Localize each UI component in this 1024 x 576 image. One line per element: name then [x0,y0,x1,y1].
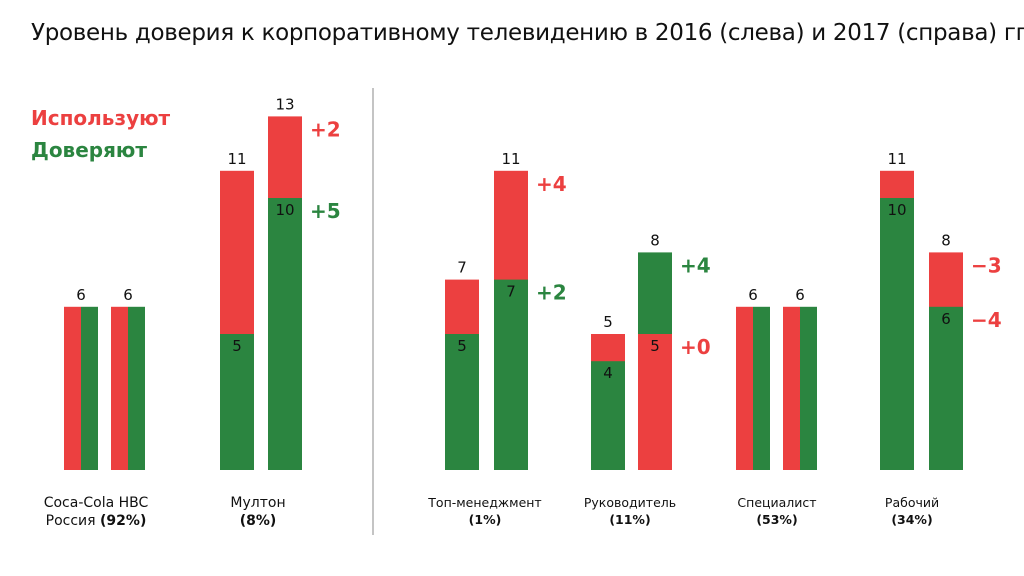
group3-2016-bottom-bar [591,361,625,470]
category-percent: (92%) [100,513,147,529]
category-name-line2: Россия [45,513,101,529]
group3-2016-inner-value: 4 [603,364,613,382]
group3-2016-top-value: 5 [603,313,613,331]
category-label: Специалист (53%) [697,494,857,528]
group2-trust-delta: +2 [536,281,567,305]
group1-2016-bottom-bar [220,334,254,470]
group2-2016-inner-value: 5 [457,337,467,355]
group2-2016-top-value: 7 [457,259,467,277]
category-percent: (53%) [756,512,798,527]
group4-2016-trust-bar [753,306,770,470]
category-share: (1%) [405,511,565,528]
group5-trust-delta: −4 [971,308,1002,332]
group1-2017-inner-value: 10 [275,201,294,219]
category-share: (34%) [832,511,992,528]
group1-2017-bottom-bar [268,198,302,470]
category-share: Россия (92%) [16,512,176,530]
category-label: Мултон (8%) [178,494,338,530]
group5-2017-inner-value: 6 [941,310,951,328]
group3-use-delta: +0 [680,335,711,359]
group3-2017-bottom-bar [638,334,672,470]
group2-2017-inner-value: 7 [506,283,516,301]
group4-2017-trust-bar [800,306,817,470]
group1-trust-delta: +5 [310,199,341,223]
group2-use-delta: +4 [536,172,567,196]
group0-2017-use-value: 6 [123,286,133,304]
category-name: Coca-Cola HBC [43,495,149,511]
category-percent: (1%) [468,512,502,527]
group5-2016-bottom-bar [880,198,914,470]
group1-2016-top-value: 11 [227,150,246,168]
category-label: Рабочий (34%) [832,494,992,528]
group1-use-delta: +2 [310,117,341,141]
group0-2016-use-value: 6 [76,286,86,304]
category-name: Руководитель [583,495,677,510]
group0-2017-trust-bar [128,306,145,470]
group0-2016-use-bar [64,306,81,470]
group2-2017-bottom-bar [494,279,528,470]
group2-2016-bottom-bar [445,334,479,470]
category-name: Мултон [230,495,286,511]
group4-2016-use-value: 6 [748,286,758,304]
category-share: (8%) [178,512,338,530]
category-name: Специалист [737,495,817,510]
category-percent: (8%) [239,513,277,529]
group4-2017-use-value: 6 [795,286,805,304]
category-label: Coca-Cola HBC Россия (92%) [16,494,176,530]
group1-2016-inner-value: 5 [232,337,242,355]
group5-2017-top-value: 8 [941,231,951,249]
group2-2017-top-value: 11 [501,150,520,168]
group5-use-delta: −3 [971,253,1002,277]
group5-2016-top-value: 11 [887,150,906,168]
category-percent: (11%) [609,512,651,527]
legend-trust: Доверяют [31,138,147,162]
legend-use: Используют [31,106,171,130]
chart-title: Уровень доверия к корпоративному телевид… [31,20,1024,46]
category-share: (53%) [697,511,857,528]
group0-2017-use-bar [111,306,128,470]
group5-2017-bottom-bar [929,306,963,470]
group3-trust-delta: +4 [680,253,711,277]
group3-2017-top-value: 8 [650,231,660,249]
category-share: (11%) [550,511,710,528]
group4-2017-use-bar [783,306,800,470]
group0-2016-trust-bar [81,306,98,470]
category-label: Топ-менеджмент (1%) [405,494,565,528]
category-percent: (34%) [891,512,933,527]
group4-2016-use-bar [736,306,753,470]
category-name: Рабочий [884,495,940,510]
group5-2016-inner-value: 10 [887,201,906,219]
group3-2017-inner-value: 5 [650,337,660,355]
category-label: Руководитель (11%) [550,494,710,528]
group1-2017-top-value: 13 [275,95,294,113]
category-name: Топ-менеджмент [428,495,542,510]
